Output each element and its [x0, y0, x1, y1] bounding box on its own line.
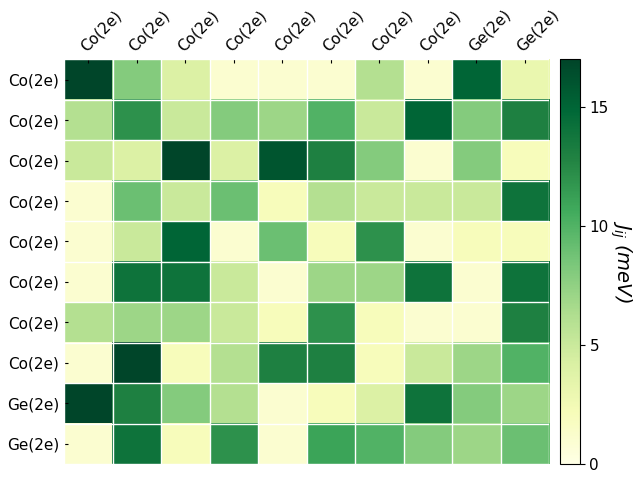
Y-axis label: $J_{ij}$ (meV): $J_{ij}$ (meV) [608, 220, 634, 303]
